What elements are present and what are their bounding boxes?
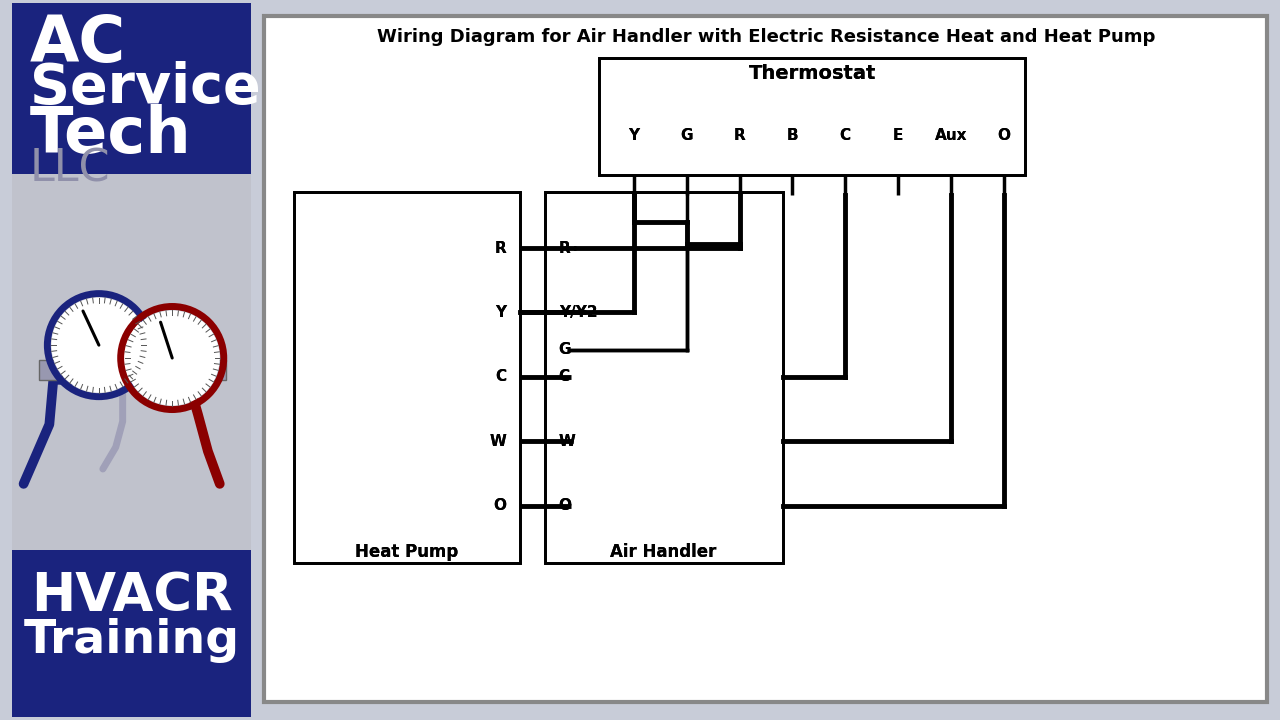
Text: Heat Pump: Heat Pump (356, 544, 458, 562)
Text: C: C (495, 369, 506, 384)
Bar (40, 360, 225, 380)
Bar (294, 192, 520, 563)
Text: R: R (494, 240, 506, 256)
Text: Air Handler: Air Handler (611, 544, 717, 562)
Bar (545, 192, 782, 563)
Text: LLC: LLC (29, 148, 110, 191)
Text: R: R (733, 127, 745, 143)
Text: O: O (558, 498, 572, 513)
Text: R: R (733, 127, 745, 143)
Text: G: G (681, 127, 692, 143)
Text: O: O (997, 127, 1010, 143)
Text: E: E (892, 127, 904, 143)
Text: Heat Pump: Heat Pump (356, 544, 458, 562)
Text: C: C (840, 127, 851, 143)
Text: Air Handler: Air Handler (611, 544, 717, 562)
Text: E: E (892, 127, 904, 143)
Text: B: B (786, 127, 799, 143)
Text: Y/Y2: Y/Y2 (558, 305, 598, 320)
Text: Thermostat: Thermostat (749, 64, 876, 83)
Text: O: O (493, 498, 506, 513)
Text: C: C (495, 369, 506, 384)
Text: Y/Y2: Y/Y2 (558, 305, 598, 320)
Bar (83, 357, 93, 383)
Text: Y: Y (628, 127, 640, 143)
Circle shape (124, 310, 220, 405)
Circle shape (51, 297, 146, 392)
Text: G: G (558, 342, 571, 357)
Bar (599, 58, 1025, 175)
Bar (294, 192, 520, 563)
Text: O: O (493, 498, 506, 513)
Text: Service: Service (29, 60, 260, 114)
Text: W: W (489, 433, 506, 449)
Text: W: W (489, 433, 506, 449)
Text: O: O (997, 127, 1010, 143)
Text: W: W (558, 433, 576, 449)
Text: C: C (840, 127, 851, 143)
Text: Training: Training (23, 618, 239, 662)
Bar (12, 4, 251, 716)
Text: Thermostat: Thermostat (749, 64, 876, 83)
Bar (545, 192, 782, 563)
Text: W: W (558, 433, 576, 449)
Text: O: O (558, 498, 572, 513)
Text: Y: Y (495, 305, 506, 320)
Text: R: R (494, 240, 506, 256)
Text: C: C (558, 369, 570, 384)
Text: Tech: Tech (29, 104, 191, 166)
Bar (12, 174, 251, 550)
Text: Aux: Aux (934, 127, 966, 143)
Text: B: B (786, 127, 799, 143)
Bar (63, 357, 72, 383)
Text: Aux: Aux (934, 127, 966, 143)
Bar (12, 550, 251, 716)
Text: Y: Y (495, 305, 506, 320)
Text: HVACR: HVACR (31, 570, 233, 622)
Bar (155, 357, 164, 383)
Bar (265, 16, 1267, 702)
Bar (178, 357, 188, 383)
Text: G: G (558, 342, 571, 357)
Text: C: C (558, 369, 570, 384)
Text: R: R (558, 240, 571, 256)
Text: R: R (558, 240, 571, 256)
Text: AC: AC (29, 13, 125, 75)
Text: Wiring Diagram for Air Handler with Electric Resistance Heat and Heat Pump: Wiring Diagram for Air Handler with Elec… (376, 28, 1155, 46)
Bar (599, 58, 1025, 175)
Text: Y: Y (628, 127, 640, 143)
Text: G: G (681, 127, 692, 143)
